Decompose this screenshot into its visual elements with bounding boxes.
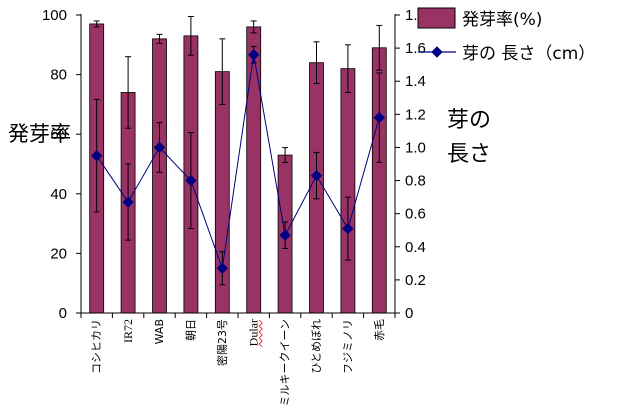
line-point-8 bbox=[310, 169, 323, 182]
x-tick-label: IR72 bbox=[121, 319, 135, 343]
x-tick-label: フジミノリ bbox=[341, 319, 354, 374]
axes: 1008060402001.81.61.41.21.00.80.60.40.20… bbox=[42, 7, 426, 406]
y-left-tick-label: 20 bbox=[50, 245, 67, 262]
y-axis-title-left: 発芽率 bbox=[8, 122, 71, 146]
y-left-tick-label: 40 bbox=[50, 186, 67, 203]
line-point-3 bbox=[153, 141, 166, 154]
bar-error-1 bbox=[93, 20, 100, 28]
line-point-5 bbox=[216, 262, 229, 275]
line-point-7 bbox=[279, 229, 291, 241]
plot-area bbox=[89, 15, 387, 314]
y-left-tick-label: 0 bbox=[59, 305, 67, 322]
sprout-length-line bbox=[96, 54, 380, 269]
y-left-tick-label: 100 bbox=[42, 7, 67, 24]
x-tick-label: Dular bbox=[247, 319, 261, 346]
bar-error-5 bbox=[219, 38, 226, 105]
bar-error-2 bbox=[125, 56, 132, 129]
legend: 発芽率(%) 芽の 長さ（cm） bbox=[417, 7, 595, 64]
bar-error-6 bbox=[250, 20, 257, 34]
x-tick-label: 赤毛 bbox=[373, 319, 386, 341]
y-axis-title-right: 芽の長さ bbox=[446, 108, 491, 167]
y-right-tick-label: 0.6 bbox=[405, 206, 426, 223]
x-tick-label: 密陽23号 bbox=[215, 319, 229, 366]
y-right-tick-label: 1.6 bbox=[405, 40, 426, 57]
x-tick-label: ひとめぼれ bbox=[310, 319, 323, 374]
bar-error-4 bbox=[187, 15, 194, 56]
x-tick-label: ミルキークイーン bbox=[279, 319, 292, 406]
legend-label-sprout-length: 芽の 長さ（cm） bbox=[462, 44, 595, 64]
y-right-tick-label: 0 bbox=[405, 305, 413, 322]
y-left-tick-label: 60 bbox=[50, 126, 67, 143]
bar-error-7 bbox=[282, 147, 289, 164]
bar-error-10 bbox=[376, 24, 383, 71]
bar-3 bbox=[152, 38, 167, 314]
line-point-4 bbox=[185, 174, 197, 187]
bar-9 bbox=[340, 68, 356, 314]
x-tick-label: 朝日 bbox=[184, 319, 197, 341]
legend-bar-swatch bbox=[417, 7, 456, 29]
bar-error-8 bbox=[313, 41, 320, 85]
bar-error-9 bbox=[344, 44, 351, 93]
x-tick-label: WAB bbox=[153, 319, 166, 344]
legend-diamond-marker bbox=[431, 46, 443, 58]
y-right-tick-label: 0.8 bbox=[405, 173, 426, 190]
y-right-tick-label: 1.2 bbox=[405, 106, 426, 123]
y-right-tick-label: 0.2 bbox=[405, 272, 426, 289]
line-point-1 bbox=[90, 150, 103, 162]
y-right-tick-label: 1.0 bbox=[405, 139, 426, 156]
line-point-2 bbox=[122, 196, 134, 208]
bar-error-3 bbox=[156, 33, 163, 44]
line-point-9 bbox=[342, 222, 354, 235]
x-tick-label: コシヒカリ bbox=[90, 319, 103, 374]
y-left-tick-label: 80 bbox=[50, 67, 67, 84]
y-right-tick-label: 0.4 bbox=[405, 239, 426, 256]
legend-label-germination: 発芽率(%) bbox=[462, 10, 542, 30]
line-point-10 bbox=[373, 111, 386, 124]
spellcheck-underline bbox=[258, 319, 263, 348]
line-point-6 bbox=[247, 49, 260, 61]
bar-6 bbox=[246, 26, 262, 314]
y-right-tick-label: 1.4 bbox=[405, 73, 426, 90]
